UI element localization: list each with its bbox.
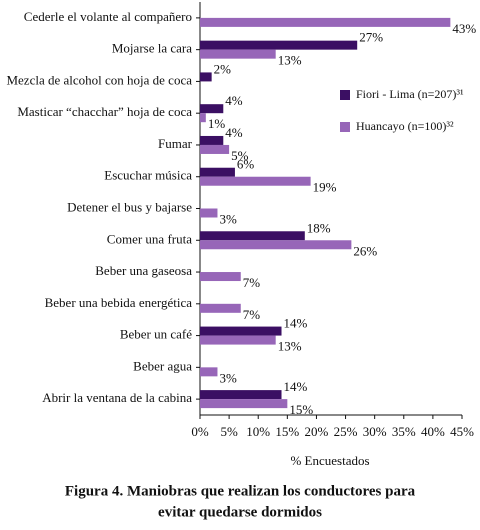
value-label: 4% <box>225 93 243 108</box>
bar <box>200 144 230 154</box>
bar <box>200 104 224 114</box>
value-label: 18% <box>307 220 331 235</box>
bar <box>200 303 241 313</box>
y-tick-label: Comer una fruta <box>107 231 192 246</box>
caption: Figura 4. Maniobras que realizan los con… <box>65 483 416 499</box>
bar <box>200 335 276 345</box>
value-label: 2% <box>214 61 232 76</box>
x-tick-label: 25% <box>334 424 358 439</box>
x-tick-label: 40% <box>421 424 445 439</box>
value-label: 13% <box>278 53 302 68</box>
bar <box>200 167 235 177</box>
value-label: 13% <box>278 339 302 354</box>
value-label: 14% <box>284 316 308 331</box>
value-label: 3% <box>219 370 237 385</box>
x-axis-label: % Encuestados <box>290 453 369 468</box>
bar <box>200 240 352 250</box>
y-tick-label: Beber agua <box>133 358 192 373</box>
bar <box>200 272 241 282</box>
bar <box>200 72 212 82</box>
value-label: 14% <box>284 379 308 394</box>
y-tick-label: Mezcla de alcohol con hoja de coca <box>6 72 192 87</box>
y-tick-label: Beber una bebida energética <box>45 295 193 310</box>
value-label: 4% <box>225 125 243 140</box>
x-tick-label: 10% <box>246 424 270 439</box>
value-label: 5% <box>231 148 249 163</box>
y-tick-label: Cederle el volante al compañero <box>24 9 192 24</box>
value-label: 7% <box>243 275 261 290</box>
x-tick-label: 15% <box>275 424 299 439</box>
bar <box>200 231 305 241</box>
bar <box>200 326 282 336</box>
value-label: 19% <box>313 180 337 195</box>
y-tick-label: Beber un café <box>120 327 192 342</box>
bar <box>200 390 282 400</box>
value-label: 7% <box>243 307 261 322</box>
caption: evitar quedarse dormidos <box>158 504 322 520</box>
bar <box>200 399 288 409</box>
value-label: 1% <box>208 116 226 131</box>
y-tick-label: Mojarse la cara <box>112 41 192 56</box>
legend-label: Fiori - Lima (n=207)³¹ <box>356 87 464 101</box>
value-label: 27% <box>359 30 383 45</box>
bar <box>200 40 358 50</box>
value-label: 15% <box>289 402 313 417</box>
value-label: 6% <box>237 157 255 172</box>
y-tick-label: Detener el bus y bajarse <box>67 199 192 214</box>
value-label: 26% <box>353 243 377 258</box>
bar <box>200 208 218 218</box>
x-tick-label: 45% <box>450 424 474 439</box>
y-tick-label: Escuchar música <box>104 168 192 183</box>
value-label: 3% <box>219 211 237 226</box>
bar <box>200 135 224 145</box>
y-tick-label: Fumar <box>158 136 193 151</box>
x-tick-label: 0% <box>191 424 209 439</box>
y-tick-label: Masticar “chacchar” hoja de coca <box>17 104 192 119</box>
legend-swatch <box>340 122 350 132</box>
bar <box>200 17 451 27</box>
bar <box>200 49 276 59</box>
legend-label: Huancayo (n=100)³² <box>356 119 454 133</box>
value-label: 43% <box>452 21 476 36</box>
x-tick-label: 5% <box>220 424 238 439</box>
x-tick-label: 30% <box>363 424 387 439</box>
y-tick-label: Beber una gaseosa <box>95 263 192 278</box>
bar <box>200 367 218 377</box>
legend-swatch <box>340 90 350 100</box>
x-tick-label: 20% <box>305 424 329 439</box>
x-tick-label: 35% <box>392 424 416 439</box>
bar <box>200 113 206 123</box>
y-tick-label: Abrir la ventana de la cabina <box>42 390 192 405</box>
bar <box>200 176 311 186</box>
